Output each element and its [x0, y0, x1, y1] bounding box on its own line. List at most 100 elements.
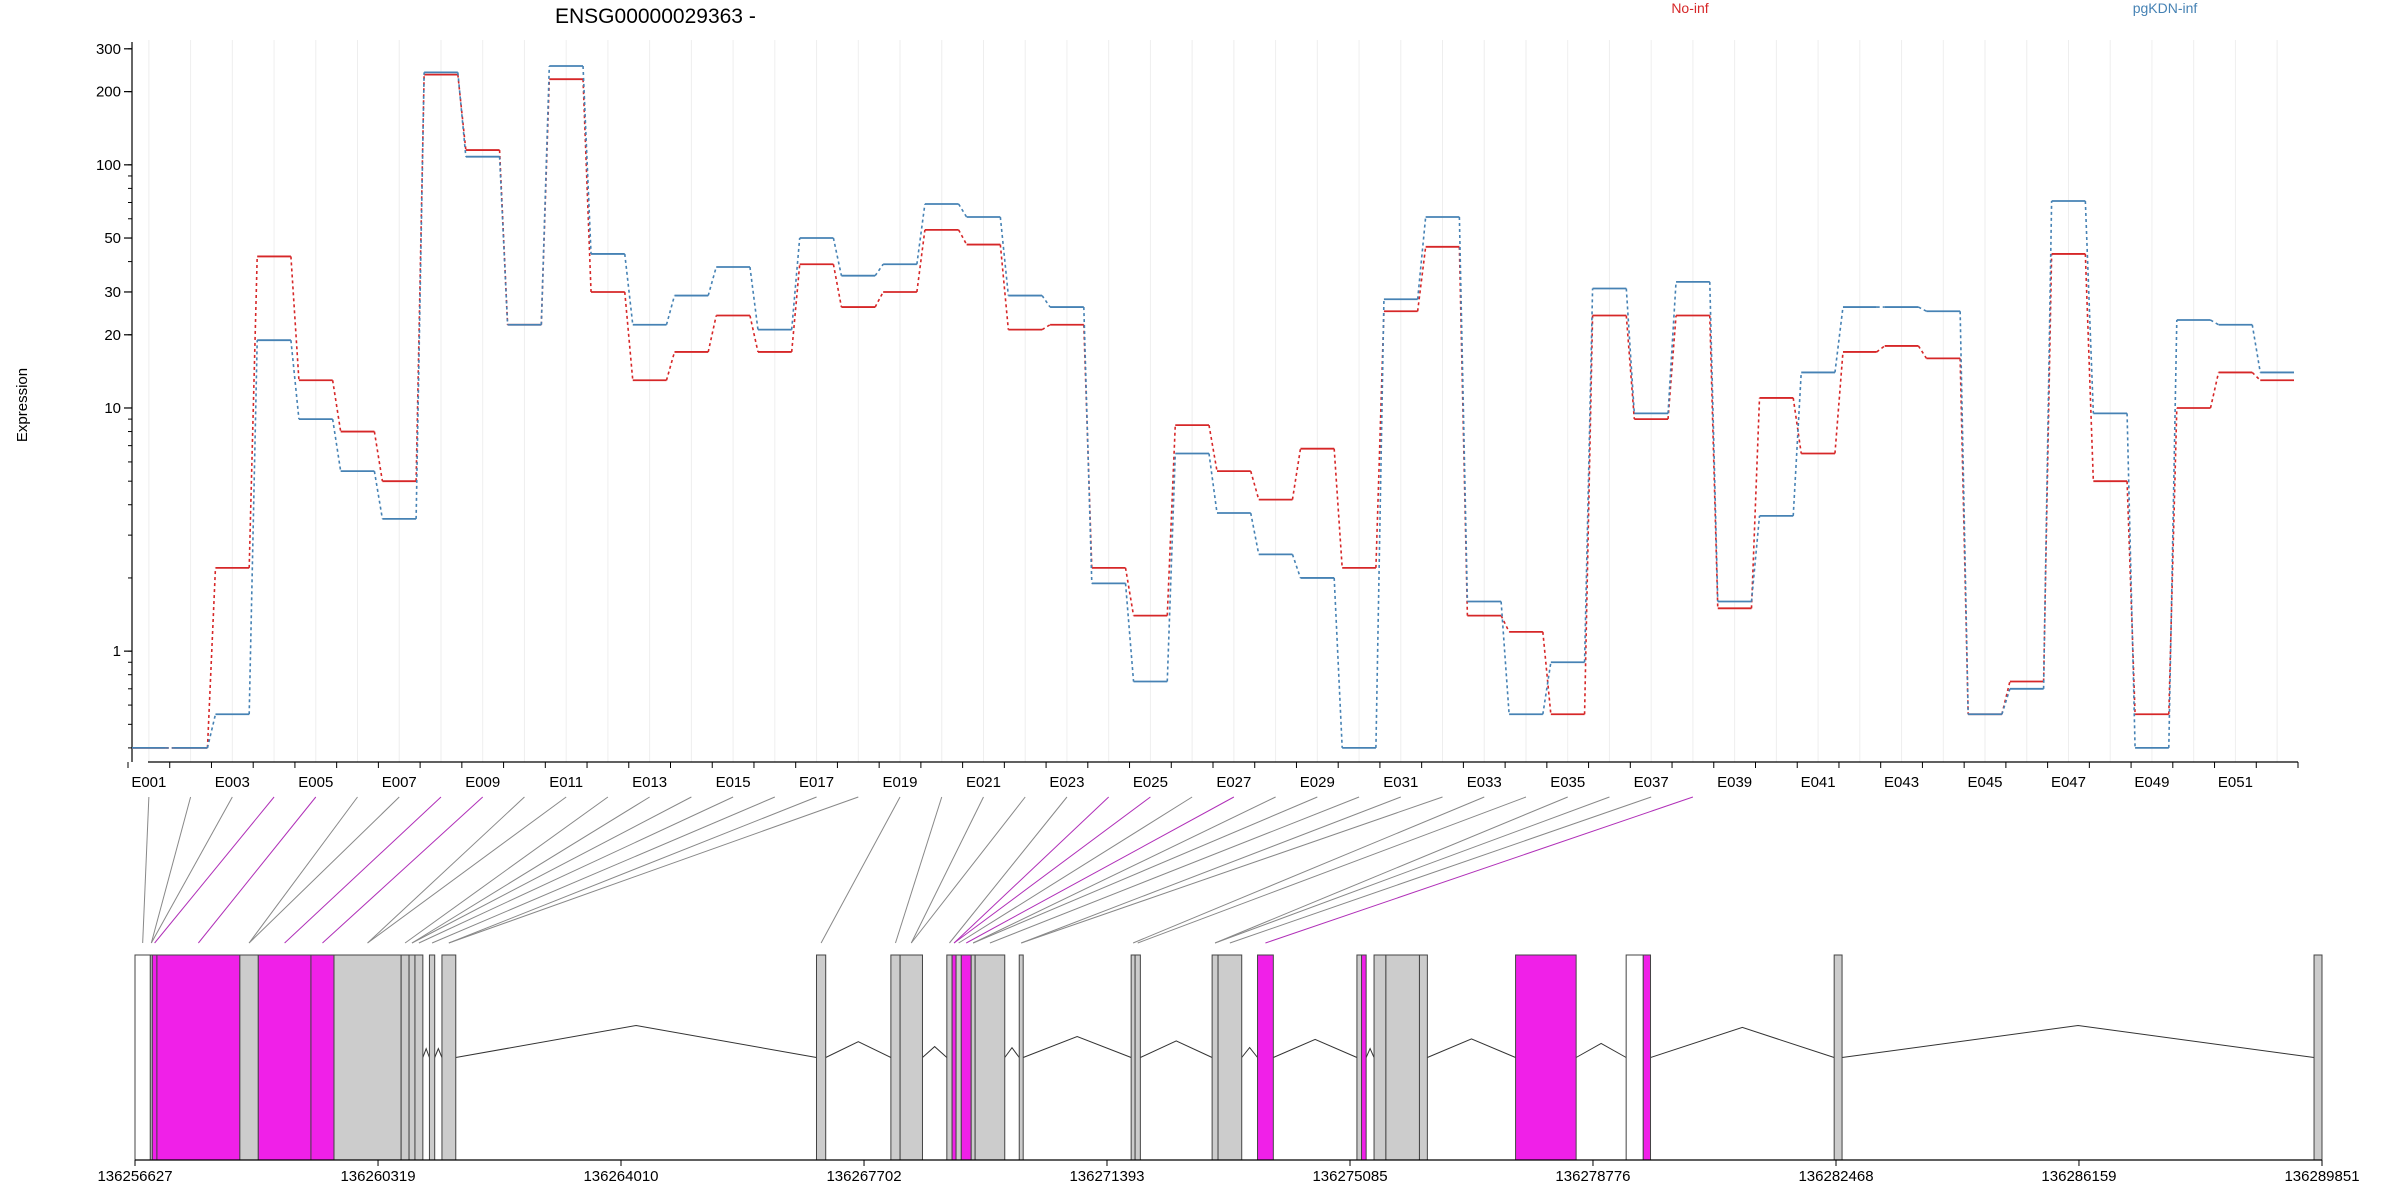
- series-connector: [999, 244, 1010, 330]
- series-connector: [540, 65, 551, 325]
- series-connector: [498, 156, 509, 325]
- exon-connector: [1214, 796, 1610, 944]
- exon-block: [1625, 954, 1644, 1161]
- x-tick-label: E017: [799, 774, 834, 791]
- exon-block: [1217, 954, 1243, 1161]
- series-connector: [1792, 372, 1803, 516]
- exon-block: [408, 954, 416, 1161]
- series-connector: [2209, 372, 2220, 409]
- exon-connector: [820, 796, 901, 944]
- exon-connector: [154, 796, 275, 944]
- exon-connector: [1265, 796, 1694, 944]
- exon-block: [1515, 954, 1577, 1161]
- series-connector: [1542, 631, 1552, 715]
- exon-connector: [367, 796, 525, 944]
- exon-block: [333, 954, 402, 1161]
- series-connector: [1542, 662, 1552, 715]
- series-pgkdn-inf: [132, 65, 2294, 749]
- exon-connector: [150, 796, 233, 944]
- exon-block: [815, 954, 827, 1161]
- exon-block: [946, 954, 953, 1161]
- x-tick-label: E037: [1634, 774, 1669, 791]
- x-tick-label: E029: [1300, 774, 1335, 791]
- series-connector: [1291, 554, 1302, 579]
- series-connector: [957, 229, 968, 245]
- exon-block: [400, 954, 410, 1161]
- x-tick-label: E023: [1049, 774, 1084, 791]
- y-tick-label: 10: [104, 400, 121, 417]
- x-tick-label: E039: [1717, 774, 1752, 791]
- series-connector: [1291, 448, 1302, 500]
- series-connector: [1834, 306, 1844, 373]
- genomic-tick-label: 136256627: [97, 1168, 172, 1185]
- exon-connector: [448, 796, 859, 944]
- series-connector: [457, 72, 467, 157]
- series-connector: [1959, 311, 1969, 715]
- exon-block: [1642, 954, 1652, 1161]
- intron-line: [1140, 1040, 1213, 1058]
- series-connector: [331, 380, 342, 432]
- exon-block: [960, 954, 972, 1161]
- series-connector: [373, 470, 384, 519]
- series-no-inf: [132, 73, 2294, 749]
- vertical-grid: [148, 40, 2278, 762]
- series-connector: [2042, 253, 2053, 682]
- intron-line: [455, 1024, 817, 1058]
- x-tick-label: E049: [2134, 774, 2169, 791]
- intron-line: [1841, 1024, 2315, 1058]
- series-connector: [1416, 246, 1427, 312]
- genomic-tick-label: 136267702: [826, 1168, 901, 1185]
- series-connector: [623, 253, 634, 325]
- exon-block: [1385, 954, 1420, 1161]
- exon-connector: [953, 796, 1110, 944]
- exon-block: [1134, 954, 1141, 1161]
- exon-connector: [972, 796, 1318, 944]
- series-connector: [1375, 299, 1385, 748]
- series-connector: [1750, 515, 1761, 602]
- series-connector: [749, 315, 759, 353]
- series-connector: [707, 266, 718, 296]
- exon-block: [1361, 954, 1367, 1161]
- series-connector: [373, 431, 384, 482]
- series-connector: [874, 291, 884, 308]
- x-tick-label: E011: [549, 774, 583, 791]
- exon-connector: [949, 796, 1068, 944]
- series-connector: [2084, 253, 2095, 482]
- series-connector: [1166, 453, 1177, 682]
- series-connector: [1500, 615, 1510, 633]
- exon-connector: [322, 796, 484, 944]
- series-connector: [1333, 577, 1343, 748]
- series-connector: [1625, 315, 1636, 420]
- x-tick-label: E045: [1967, 774, 2002, 791]
- series-connector: [832, 237, 843, 276]
- series-connector: [2251, 371, 2261, 381]
- intron-line: [1575, 1042, 1627, 1058]
- series-connector: [2001, 688, 2011, 715]
- exon-block: [151, 954, 158, 1161]
- exon-block: [428, 954, 436, 1161]
- genomic-tick-label: 136282468: [1798, 1168, 1873, 1185]
- exon-connector: [966, 796, 1235, 944]
- series-connector: [1667, 281, 1677, 414]
- x-tick-label: E043: [1884, 774, 1919, 791]
- exon-block: [2313, 954, 2323, 1161]
- series-connector: [1750, 397, 1761, 609]
- exon-connector: [367, 796, 567, 944]
- intron-line: [1650, 1026, 1835, 1058]
- x-tick-label: E031: [1383, 774, 1418, 791]
- x-tick-label: E003: [215, 774, 250, 791]
- series-connector: [707, 315, 718, 353]
- exon-block: [955, 954, 962, 1161]
- exon-connector: [198, 796, 317, 944]
- exon-connector: [1132, 796, 1485, 944]
- exon-connector: [910, 796, 1026, 944]
- y-tick-label: 20: [104, 327, 121, 344]
- exon-block: [239, 954, 259, 1161]
- exon-block: [1211, 954, 1219, 1161]
- exon-connector: [248, 796, 358, 944]
- x-tick-label: E047: [2051, 774, 2086, 791]
- series-connector: [1876, 345, 1886, 353]
- series-connector: [248, 340, 258, 715]
- series-connector: [1333, 448, 1343, 568]
- exon-block: [890, 954, 901, 1161]
